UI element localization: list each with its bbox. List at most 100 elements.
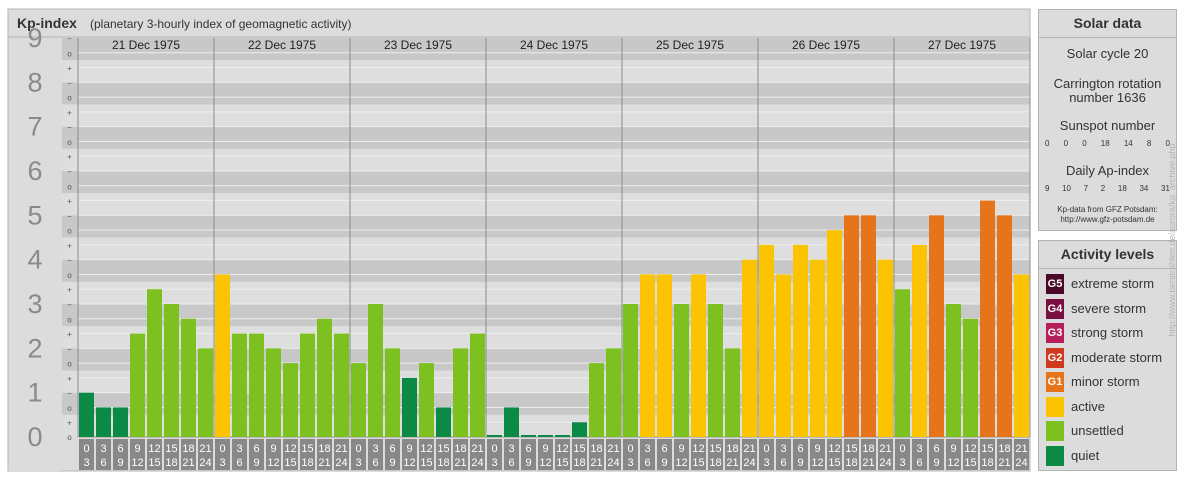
- y-minor-tick: o: [67, 315, 72, 324]
- x-tick-box: [419, 439, 434, 470]
- x-tick-end: 6: [236, 457, 242, 469]
- solar-data-panel: Solar data Solar cycle 20 Carrington rot…: [1038, 9, 1177, 231]
- x-tick-end: 15: [284, 457, 296, 469]
- x-tick-start: 6: [117, 443, 123, 455]
- x-tick-box: [504, 439, 519, 470]
- x-tick-start: 3: [644, 443, 650, 455]
- x-tick-end: 24: [199, 457, 211, 469]
- chart-subtitle: (planetary 3-hourly index of geomagnetic…: [90, 17, 351, 31]
- kp-bar: [232, 333, 247, 437]
- y-minor-tick: −: [67, 168, 72, 177]
- x-tick-end: 21: [454, 457, 466, 469]
- band-dark-4: [62, 215, 1030, 238]
- day-label: 26 Dec 1975: [792, 38, 860, 52]
- x-tick-start: 15: [301, 443, 313, 455]
- kp-bar: [266, 348, 281, 437]
- sunspot-label: Sunspot number: [1059, 118, 1156, 133]
- y-minor-tick: −: [67, 256, 72, 265]
- x-tick-end: 12: [267, 457, 279, 469]
- x-tick-box: [691, 439, 706, 470]
- x-tick-start: 18: [726, 443, 738, 455]
- kp-bar: [606, 348, 621, 437]
- x-tick-start: 12: [692, 443, 704, 455]
- kp-bar: [810, 259, 825, 437]
- kp-bar: [555, 435, 570, 437]
- x-tick-start: 3: [780, 443, 786, 455]
- x-tick-box: [674, 439, 689, 470]
- x-tick-box: [266, 439, 281, 470]
- x-tick-start: 12: [828, 443, 840, 455]
- x-tick-start: 3: [372, 443, 378, 455]
- y-minor-tick: o: [67, 227, 72, 236]
- x-tick-end: 9: [389, 457, 395, 469]
- y-minor-tick: −: [67, 212, 72, 221]
- x-tick-start: 18: [590, 443, 602, 455]
- y-minor-tick: −: [67, 35, 72, 44]
- y-minor-tick: −: [67, 389, 72, 398]
- y-tick-label: 1: [27, 378, 42, 408]
- x-tick-box: [79, 439, 94, 470]
- band-light-7: [62, 104, 1030, 127]
- day-label: 22 Dec 1975: [248, 38, 316, 52]
- value: 0: [1045, 139, 1050, 148]
- x-tick-box: [725, 439, 740, 470]
- x-tick-box: [606, 439, 621, 470]
- x-tick-box: [385, 439, 400, 470]
- x-tick-end: 3: [627, 457, 633, 469]
- x-tick-box: [555, 439, 570, 470]
- x-tick-start: 6: [661, 443, 667, 455]
- x-tick-end: 12: [811, 457, 823, 469]
- x-tick-end: 12: [539, 457, 551, 469]
- kp-bar: [419, 363, 434, 437]
- y-minor-tick: o: [67, 182, 72, 191]
- x-tick-box: [232, 439, 247, 470]
- kp-bar: [521, 435, 536, 437]
- y-minor-tick: −: [67, 79, 72, 88]
- x-tick-box: [130, 439, 145, 470]
- x-tick-box: [980, 439, 995, 470]
- value: 0: [1063, 139, 1069, 148]
- y-minor-tick: o: [67, 433, 72, 442]
- level-swatch: G4: [1046, 298, 1064, 319]
- value: 34: [1139, 184, 1149, 193]
- x-tick-end: 24: [335, 457, 347, 469]
- x-tick-end: 18: [301, 457, 313, 469]
- x-tick-start: 9: [406, 443, 412, 455]
- kp-bar: [657, 274, 672, 437]
- band-dark-5: [62, 171, 1030, 194]
- source-line2: http://www.gfz-potsdam.de: [1060, 215, 1155, 224]
- day-label: 27 Dec 1975: [928, 38, 996, 52]
- x-tick-box: [997, 439, 1012, 470]
- kp-bar: [725, 348, 740, 437]
- y-minor-tick: +: [67, 241, 72, 250]
- x-tick-end: 12: [403, 457, 415, 469]
- x-tick-end: 12: [947, 457, 959, 469]
- kp-bar: [691, 274, 706, 437]
- band-light-5: [62, 193, 1030, 216]
- x-tick-end: 15: [556, 457, 568, 469]
- x-tick-end: 18: [981, 457, 993, 469]
- level-label: extreme storm: [1071, 276, 1155, 291]
- x-tick-box: [827, 439, 842, 470]
- x-tick-end: 6: [644, 457, 650, 469]
- x-tick-start: 0: [899, 443, 905, 455]
- kp-bar: [674, 304, 689, 437]
- x-tick-end: 15: [420, 457, 432, 469]
- value: 7: [1083, 184, 1089, 193]
- level-label: moderate storm: [1071, 349, 1163, 365]
- x-tick-start: 9: [542, 443, 548, 455]
- x-tick-box: [453, 439, 468, 470]
- x-tick-end: 9: [253, 457, 259, 469]
- kp-bar: [249, 333, 264, 437]
- activity-levels-title: Activity levels: [1039, 241, 1176, 269]
- x-tick-box: [1014, 439, 1029, 470]
- kp-bar: [827, 230, 842, 437]
- level-label: strong storm: [1071, 325, 1144, 340]
- y-minor-tick: −: [67, 123, 72, 132]
- x-tick-end: 6: [508, 457, 514, 469]
- x-tick-end: 3: [899, 457, 905, 469]
- band-light-6: [62, 148, 1030, 171]
- level-label: minor storm: [1071, 374, 1140, 389]
- x-tick-start: 21: [607, 443, 619, 455]
